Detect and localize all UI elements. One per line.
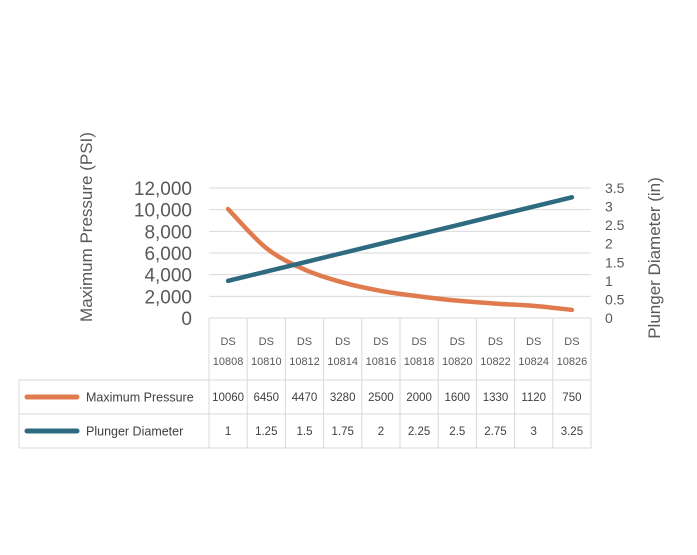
x-category-label: DS 10824: [518, 336, 549, 368]
y-tick-right-label: 0.5: [605, 291, 625, 307]
table-cell-value: 2.75: [484, 426, 506, 438]
x-category-label-line: 10820: [442, 356, 473, 368]
x-category-label-line: 10824: [518, 356, 549, 368]
table-cell-value: 4470: [292, 392, 318, 404]
x-category-label-line: DS: [564, 336, 579, 348]
y-tick-left-label: 8,000: [144, 222, 192, 243]
legend-label: Maximum Pressure: [86, 391, 194, 405]
x-category-label-line: 10812: [289, 356, 320, 368]
x-category-label-line: 10814: [327, 356, 358, 368]
table-cell-value: 1: [225, 426, 231, 438]
y-tick-right-label: 2.5: [605, 217, 625, 233]
table-cell-value: 2500: [368, 392, 394, 404]
x-category-label: DS 10822: [480, 336, 511, 368]
y-axis-left-title: Maximum Pressure (PSI): [77, 132, 96, 322]
table-cell-value: 3: [530, 426, 536, 438]
y-tick-right-label: 0: [605, 310, 613, 326]
x-category-label: DS 10812: [289, 336, 320, 368]
x-category-label-line: 10808: [213, 356, 244, 368]
table-cell-value: 1.75: [332, 426, 354, 438]
table-cell-value: 2: [378, 426, 384, 438]
legend-label: Plunger Diameter: [86, 425, 183, 439]
x-category-label: DS 10814: [327, 336, 358, 368]
table-cell-value: 3280: [330, 392, 356, 404]
x-category-label-line: DS: [373, 336, 388, 348]
x-category-label: DS 10808: [213, 336, 244, 368]
x-category-label: DS 10816: [366, 336, 397, 368]
table-cell-value: 3.25: [561, 426, 583, 438]
x-category-label-line: DS: [259, 336, 274, 348]
x-category-label-line: DS: [297, 336, 312, 348]
x-category-label-line: DS: [220, 336, 235, 348]
x-category-label: DS 10810: [251, 336, 282, 368]
y-tick-left-label: 4,000: [144, 266, 192, 287]
table-cell-value: 1600: [445, 392, 471, 404]
series-lines: [225, 195, 575, 313]
table-cell-value: 2000: [406, 392, 432, 404]
x-category-label: DS 10818: [404, 336, 435, 368]
y-tick-right-label: 1: [605, 273, 613, 289]
y-tick-left-label: 12,000: [134, 179, 192, 200]
series-line-maximum-pressure: [225, 206, 575, 313]
x-category-label-line: 10816: [366, 356, 397, 368]
x-category-label-line: 10810: [251, 356, 282, 368]
y-tick-left-label: 6,000: [144, 244, 192, 265]
y-tick-right-label: 3: [605, 199, 613, 215]
x-category-label-line: DS: [488, 336, 503, 348]
y-tick-left-label: 0: [181, 309, 192, 330]
y-tick-left-label: 2,000: [144, 287, 192, 308]
table-cell-value: 1.25: [255, 426, 277, 438]
x-category-label-line: 10822: [480, 356, 511, 368]
y-tick-left-label: 10,000: [134, 201, 192, 222]
axes: Maximum Pressure (PSI) Plunger Diameter …: [77, 132, 664, 339]
table-cell-value: 10060: [212, 392, 244, 404]
x-category-label-line: DS: [526, 336, 541, 348]
table-cell-value: 750: [562, 392, 581, 404]
x-category-label-line: DS: [411, 336, 426, 348]
x-category-label-line: DS: [450, 336, 465, 348]
series-line-plunger-diameter: [225, 195, 575, 284]
data-table: DS 10808 DS 10810 DS 10812 DS 10814 DS 10816 DS 108…: [18, 318, 592, 449]
x-category-label: DS 10826: [557, 336, 588, 368]
table-cell-value: 1330: [483, 392, 509, 404]
x-category-label-line: 10826: [557, 356, 588, 368]
table-cell-value: 1.5: [297, 426, 313, 438]
x-category-label-line: DS: [335, 336, 350, 348]
table-cell-value: 2.25: [408, 426, 430, 438]
table-cell-value: 1120: [521, 392, 546, 404]
y-tick-right-label: 2: [605, 236, 613, 252]
y-tick-right-label: 1.5: [605, 254, 625, 270]
y-axis-right-title: Plunger Diameter (in): [645, 177, 664, 339]
x-category-label: DS 10820: [442, 336, 473, 368]
table-cell-value: 6450: [254, 392, 280, 404]
y-tick-right-label: 3.5: [605, 180, 625, 196]
table-cell-value: 2.5: [449, 426, 465, 438]
x-category-label-line: 10818: [404, 356, 435, 368]
